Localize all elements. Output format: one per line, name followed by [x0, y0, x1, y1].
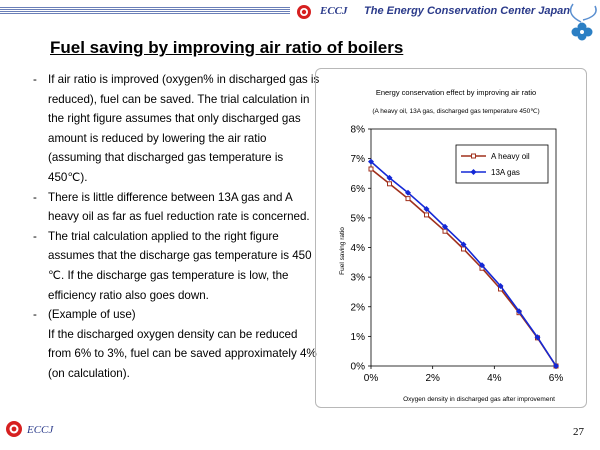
- x-axis-label: Oxygen density in discharged gas after i…: [403, 396, 555, 403]
- y-tick-label: 3%: [351, 273, 366, 284]
- header-org-short: ECCJ: [320, 5, 348, 17]
- bullet-text: The trial calculation applied to the rig…: [48, 229, 312, 302]
- bullet-text: If the discharged oxygen density can be …: [48, 327, 317, 380]
- footer-org-short: ECCJ: [27, 424, 54, 436]
- chart-frame: Energy conservation effect by improving …: [315, 68, 587, 408]
- legend-marker-13a-gas: [470, 169, 477, 175]
- data-point-13a-gas: [405, 189, 411, 196]
- x-tick-label: 0%: [364, 373, 379, 384]
- bullet-mark: -: [33, 308, 37, 322]
- body-text: - If air ratio is improved (oxygen% in di…: [33, 70, 323, 384]
- bullet-text: (Example of use): [48, 308, 136, 322]
- data-point-13a-gas: [423, 205, 430, 212]
- bullet-text: If air ratio is improved (oxygen% in dis…: [48, 73, 320, 184]
- page-title: Fuel saving by improving air ratio of bo…: [50, 38, 404, 57]
- fuel-saving-chart: Energy conservation effect by improving …: [339, 88, 564, 403]
- data-point-13a-gas: [386, 174, 393, 181]
- legend-marker-heavy-oil: [471, 153, 476, 159]
- legend-box: [455, 144, 549, 184]
- data-point-13a-gas: [368, 158, 374, 165]
- y-tick-label: 5%: [351, 213, 366, 224]
- data-point-13a-gas: [553, 363, 559, 369]
- eccj-footer-logo-icon: [6, 421, 22, 437]
- header-org-name: The Energy Conservation Center Japan: [364, 5, 570, 17]
- data-point-heavy-oil: [387, 181, 392, 187]
- y-tick-label: 6%: [351, 184, 366, 195]
- data-point-heavy-oil: [424, 212, 429, 218]
- eccj-logo-icon: [297, 5, 311, 19]
- data-point-13a-gas: [516, 308, 522, 315]
- x-tick-label: 4%: [487, 373, 502, 384]
- series-line-0: [370, 168, 557, 367]
- x-tick-label: 2%: [425, 373, 440, 384]
- data-point-heavy-oil: [368, 166, 374, 172]
- x-tick-label: 6%: [549, 373, 564, 384]
- chart-subtitle: (A heavy oil, 13A gas, discharged gas te…: [372, 108, 539, 115]
- bullet-item: - There is little difference between 13A …: [33, 188, 323, 227]
- bullet-mark: -: [33, 190, 37, 204]
- bullet-text: There is little difference between 13A g…: [48, 190, 310, 224]
- header-band: [0, 7, 290, 15]
- page-number: 27: [573, 426, 584, 438]
- bullet-item: - The trial calculation applied to the ri…: [33, 227, 323, 305]
- chart-title: Energy conservation effect by improving …: [376, 88, 536, 97]
- data-point-heavy-oil: [442, 228, 448, 234]
- y-tick-label: 8%: [351, 125, 366, 136]
- y-tick-label: 0%: [351, 362, 366, 373]
- legend-label-0: A heavy oil: [491, 152, 530, 161]
- bullet-item: - If air ratio is improved (oxygen% in di…: [33, 70, 323, 188]
- data-point-heavy-oil: [461, 246, 466, 252]
- series-line-1: [370, 160, 557, 367]
- bullet-item: If the discharged oxygen density can be …: [33, 325, 323, 384]
- data-point-13a-gas: [479, 262, 485, 269]
- data-point-13a-gas: [497, 283, 504, 290]
- bullet-mark: -: [33, 73, 37, 86]
- y-tick-label: 4%: [351, 243, 366, 254]
- bullet-mark: -: [33, 229, 37, 243]
- y-tick-label: 2%: [351, 302, 366, 313]
- clover-logo-icon: [569, 3, 597, 41]
- data-point-13a-gas: [442, 223, 448, 230]
- y-tick-label: 7%: [351, 154, 366, 165]
- data-point-heavy-oil: [405, 196, 411, 202]
- y-tick-label: 1%: [351, 332, 366, 343]
- bullet-item: - (Example of use): [33, 305, 323, 325]
- data-point-13a-gas: [460, 241, 467, 248]
- legend-label-1: 13A gas: [491, 168, 520, 177]
- data-point-13a-gas: [534, 334, 541, 341]
- y-axis-label: Fuel saving ratio: [339, 227, 346, 275]
